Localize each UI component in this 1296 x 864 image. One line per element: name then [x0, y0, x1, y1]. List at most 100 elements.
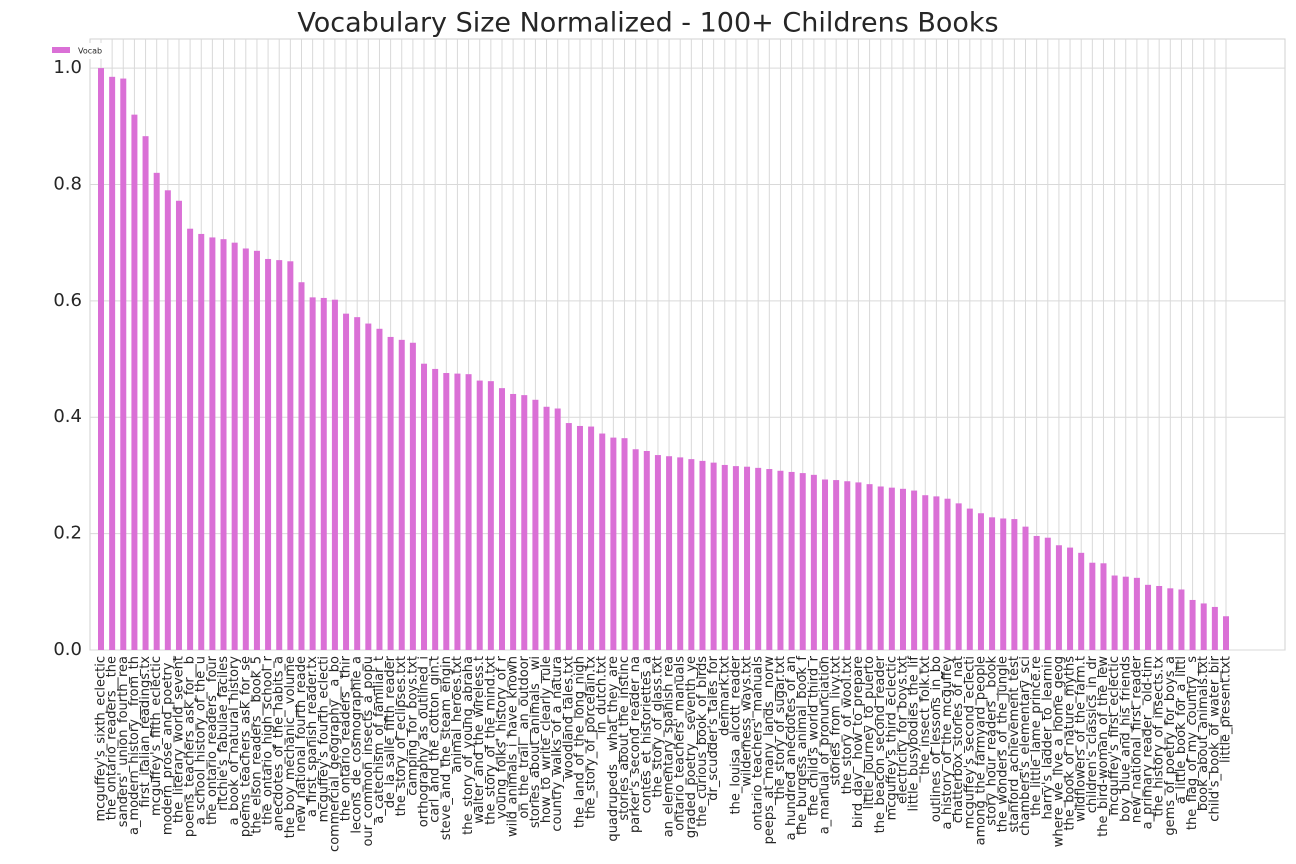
x-tick-label: a_hundred_anecdotes_of_an — [784, 656, 799, 840]
chart-title: Vocabulary Size Normalized - 100+ Childr… — [297, 8, 998, 39]
x-tick-label: harry's_ladder_to_learnin — [1040, 656, 1055, 819]
bar — [409, 342, 416, 650]
x-tick-label: first_italian_readings.tx — [138, 656, 153, 808]
x-tick-label: the_beacon_second_reader — [873, 655, 888, 833]
x-tick-label: ontario_teachers'_manuals — [673, 656, 688, 831]
x-tick-label: country_walks_of_a_natura — [550, 656, 565, 832]
x-tick-label: the_louisa_alcott_reader — [728, 655, 743, 814]
bar — [1200, 603, 1207, 650]
bar — [799, 473, 806, 650]
x-tick-label: the_burgess_animal_book_f — [795, 656, 810, 835]
x-tick-label: quadrupeds__what_they_are — [606, 656, 621, 842]
x-tick-label: how_to_write_clearly_rule — [539, 656, 554, 823]
x-tick-label: bird_day__how_to_prepare — [851, 656, 866, 828]
bar — [755, 467, 762, 650]
x-tick-label: electricity_for_boys.txt — [895, 656, 910, 804]
x-tick-label: story_hour_readers__book — [985, 656, 1000, 826]
bar — [933, 496, 940, 650]
x-tick-label: the_wonders_of_the_jungle — [996, 656, 1011, 832]
x-tick-label: gems_of_poetry_for_boys_a — [1163, 656, 1178, 836]
x-tick-label: woodland_tales.txt — [561, 656, 576, 779]
x-tick-label: little_busybodies_the_lif — [907, 656, 922, 812]
x-tick-label: new_national_fourth_reade — [294, 656, 309, 832]
bar — [443, 373, 450, 650]
x-tick-label: outlines_of_lessons_in_bo — [929, 656, 944, 822]
x-tick-label: modern_prose_and_poetry_ — [160, 656, 175, 836]
bar — [1089, 562, 1096, 650]
bar — [398, 339, 405, 650]
x-tick-label: stories_about_animals__wi — [528, 656, 543, 828]
x-tick-label: sanders'_union_fourth_rea — [116, 656, 131, 827]
x-tick-label: the_boy_mechanic__volume — [283, 656, 298, 838]
x-tick-label: de_la_salle_fifth_reader — [383, 655, 398, 808]
x-tick-label: wildflowers_of_the_farm.t — [1074, 656, 1089, 822]
x-tick-label: where_we_live_a_home_geog — [1051, 656, 1066, 847]
bar — [1022, 526, 1029, 650]
x-tick-label: the_ontario_readers__thir — [339, 655, 354, 821]
bar — [833, 480, 840, 650]
bar — [253, 250, 260, 650]
bar — [231, 242, 238, 650]
legend-swatch — [52, 47, 70, 53]
bar — [1167, 588, 1174, 650]
bar — [777, 470, 784, 650]
x-tick-label: the_story_of_the_mind.txt — [483, 656, 498, 825]
bar — [1067, 547, 1074, 650]
x-tick-label: stanford_achievement_test — [1007, 656, 1022, 833]
x-tick-label: mcguffey's_fifth_eclectic — [149, 656, 164, 816]
x-tick-label: an_elementary_spanish_rea — [662, 656, 677, 837]
bar — [142, 136, 149, 650]
x-tick-label: the_little_lame_prince.re — [1029, 656, 1044, 816]
x-tick-label: stories_about_the_instinc — [617, 656, 632, 821]
x-tick-label: child's_book_of_water_bir — [1207, 655, 1222, 821]
bar — [699, 460, 706, 650]
x-tick-label: a_first_spanish_reader.tx — [305, 656, 320, 817]
bar — [1000, 518, 1007, 650]
bar — [710, 462, 717, 650]
x-tick-label: the_book_of_nature_myths — [1063, 656, 1078, 831]
bar — [276, 260, 283, 650]
x-tick-label: young_folks'_history_of_r — [494, 655, 509, 819]
bar — [888, 487, 895, 650]
bar — [421, 363, 428, 650]
x-tick-label: book_about_animals.txt — [1196, 656, 1211, 811]
bar — [989, 517, 996, 650]
bar — [654, 455, 661, 650]
x-tick-label: a_history_of_the_mcguffey — [940, 656, 955, 830]
bar — [1033, 535, 1040, 650]
x-tick-label: mcguffey's_second_eclecti — [962, 656, 977, 829]
x-tick-label: camping_for_boys.txt — [405, 656, 420, 796]
bar — [1011, 519, 1018, 650]
bar — [164, 190, 171, 651]
x-tick-label: on_the_trail__an_outdoor — [517, 655, 532, 818]
bar — [643, 450, 650, 650]
bar — [98, 68, 104, 651]
bar — [543, 406, 550, 650]
x-tick-label: walter_and_the_wireless.t — [472, 656, 487, 824]
x-tick-label: the_ontario_high_school_r — [261, 655, 276, 825]
x-tick-label: the_story_of_porcelain.tx — [584, 656, 599, 819]
x-tick-label: graded_poetry__seventh_ye — [684, 656, 699, 838]
x-tick-label: steve_and_the_steam_engin — [439, 656, 454, 840]
x-tick-label: little_journey_to_puerto — [862, 656, 877, 809]
x-tick-label: peeps_at_many_lands__norw — [762, 656, 777, 845]
x-tick-label: a_book_of_natural_history — [227, 656, 242, 826]
x-tick-label: a_little_book_for_a_littl — [1174, 656, 1189, 804]
bar — [109, 76, 116, 651]
x-tick-label: poems_teachers_ask_for__b — [183, 656, 198, 837]
y-tick-label: 1.0 — [53, 57, 82, 78]
bar — [1122, 576, 1129, 650]
bar — [599, 433, 606, 650]
bar — [1189, 599, 1196, 650]
bar — [498, 388, 505, 650]
x-tick-label: denmark.txt — [717, 656, 732, 736]
bar — [822, 479, 829, 650]
x-tick-label: poems_teachers_ask_for_se — [238, 656, 253, 837]
bar — [242, 248, 249, 650]
x-tick-label: new_national_first_reader — [1129, 655, 1144, 823]
bar — [944, 498, 951, 650]
bar — [387, 336, 394, 650]
x-tick-label: the_story_of_sugar.txt — [773, 656, 788, 800]
bar — [810, 474, 817, 650]
bar — [677, 457, 684, 650]
